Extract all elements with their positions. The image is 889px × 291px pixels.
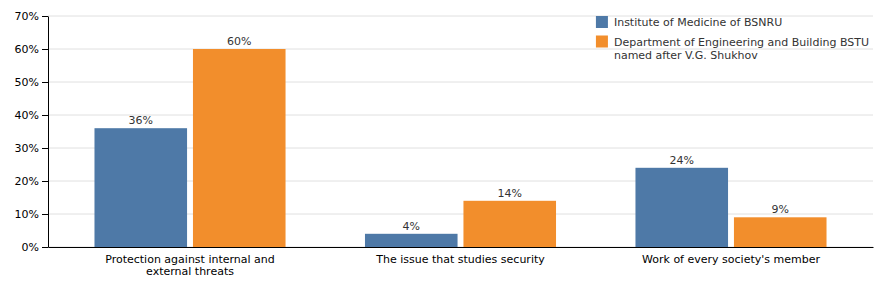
legend-label: Institute of Medicine of BSNRU: [614, 16, 782, 29]
bar: [365, 234, 458, 247]
grid-line: [48, 82, 873, 83]
grid: [48, 16, 873, 247]
legend-label: Department of Engineering and Building B…: [614, 36, 869, 62]
tick: 60%: [15, 43, 48, 56]
tick: 10%: [15, 208, 48, 221]
data-label: 24%: [670, 154, 694, 167]
data-label: 4%: [403, 220, 420, 233]
plot: 0% 10% 20% 30% 40% 50% 60% 70% Protection agains…: [15, 10, 874, 278]
legend: Institute of Medicine of BSNRU Department…: [596, 16, 869, 62]
legend-swatch: [596, 36, 608, 48]
bar: [193, 49, 286, 247]
legend-swatch: [596, 16, 608, 28]
tick-mark: [42, 148, 48, 149]
data-label: 60%: [227, 35, 251, 48]
bar: [463, 201, 556, 247]
chart: 0% 10% 20% 30% 40% 50% 60% 70% Protection agains…: [0, 0, 889, 291]
tick-mark: [42, 115, 48, 116]
tick-mark: [42, 181, 48, 182]
data-labels: 36% 4% 24% 60% 14% 9%: [129, 35, 789, 233]
bar: [635, 168, 728, 247]
tick-label: 70%: [15, 10, 39, 23]
tick-mark: [42, 247, 48, 248]
data-label: 36%: [129, 114, 153, 127]
tick: 40%: [15, 109, 48, 122]
tick-mark: [42, 16, 48, 17]
tick: Protection against internal andexternal …: [105, 247, 275, 278]
tick-mark: [42, 214, 48, 215]
tick: 0%: [22, 241, 48, 254]
tick-label: 40%: [15, 109, 39, 122]
axis-line: [49, 247, 874, 248]
axis-line: [48, 17, 49, 248]
tick: 30%: [15, 142, 48, 155]
data-label: 9%: [772, 203, 789, 216]
tick: Work of every society's member: [642, 247, 820, 266]
tick-label: Work of every society's member: [642, 253, 820, 266]
tick-mark: [42, 49, 48, 50]
x-axis: Protection against internal andexternal …: [49, 247, 874, 278]
y-axis: 0% 10% 20% 30% 40% 50% 60% 70%: [15, 10, 49, 254]
tick-mark: [42, 82, 48, 83]
tick: 20%: [15, 175, 48, 188]
tick-label: 50%: [15, 76, 39, 89]
tick-label: 30%: [15, 142, 39, 155]
grid-line: [48, 115, 873, 116]
legend-item: Department of Engineering and Building B…: [596, 36, 869, 62]
bar: [94, 128, 187, 247]
tick-label: 0%: [22, 241, 39, 254]
tick-label: 20%: [15, 175, 39, 188]
tick: The issue that studies security: [375, 247, 545, 266]
data-label: 14%: [498, 187, 522, 200]
tick-label: 10%: [15, 208, 39, 221]
bar: [734, 217, 827, 247]
legend-item: Institute of Medicine of BSNRU: [596, 16, 782, 29]
tick: 50%: [15, 76, 48, 89]
tick: 70%: [15, 10, 48, 23]
tick-label: Protection against internal andexternal …: [105, 253, 275, 279]
tick-label: 60%: [15, 43, 39, 56]
tick-label: The issue that studies security: [375, 253, 545, 266]
bars: [94, 49, 826, 247]
